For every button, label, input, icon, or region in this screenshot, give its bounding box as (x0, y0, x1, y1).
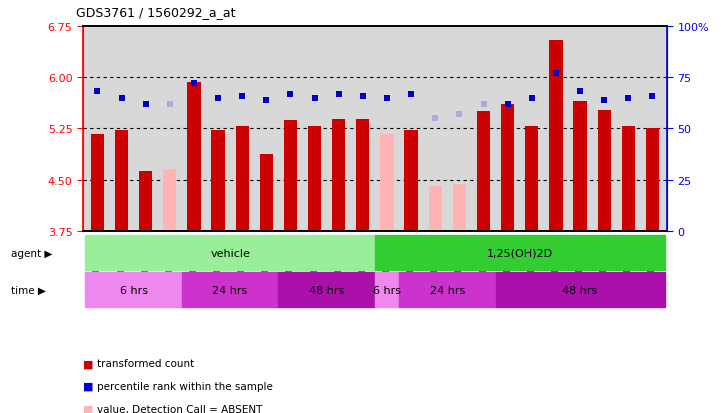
Bar (356, 120, 369, 231)
Bar (453, 184, 466, 231)
Bar (332, 120, 345, 231)
Text: 6 hrs: 6 hrs (373, 285, 401, 295)
Text: GDS3761 / 1560292_a_at: GDS3761 / 1560292_a_at (76, 6, 235, 19)
Bar (428, 187, 442, 231)
Bar (85, 273, 182, 308)
Text: 48 hrs: 48 hrs (562, 285, 598, 295)
Bar (163, 170, 177, 231)
Bar (646, 129, 659, 231)
Bar (525, 127, 539, 231)
Bar (182, 273, 278, 308)
Bar (139, 171, 152, 231)
Bar (115, 131, 128, 231)
Bar (549, 40, 562, 231)
Bar (381, 135, 394, 231)
Bar (501, 105, 514, 231)
Bar (278, 273, 375, 308)
Text: 48 hrs: 48 hrs (309, 285, 345, 295)
Bar (308, 127, 322, 231)
Text: ■: ■ (83, 381, 94, 391)
Bar (260, 155, 273, 231)
Bar (375, 235, 665, 271)
Bar (477, 112, 490, 231)
Bar (404, 131, 417, 231)
Bar (495, 273, 665, 308)
Text: ■: ■ (83, 358, 94, 368)
Bar (284, 121, 297, 231)
Text: 24 hrs: 24 hrs (430, 285, 465, 295)
Bar (187, 83, 200, 231)
Bar (85, 235, 375, 271)
Text: percentile rank within the sample: percentile rank within the sample (97, 381, 273, 391)
Bar (375, 273, 399, 308)
Bar (91, 135, 104, 231)
Text: ■: ■ (83, 404, 94, 413)
Text: 6 hrs: 6 hrs (120, 285, 148, 295)
Bar (236, 127, 249, 231)
Bar (399, 273, 495, 308)
Text: value, Detection Call = ABSENT: value, Detection Call = ABSENT (97, 404, 262, 413)
Text: 24 hrs: 24 hrs (213, 285, 248, 295)
Bar (598, 111, 611, 231)
Text: vehicle: vehicle (211, 248, 250, 258)
Bar (573, 102, 587, 231)
Bar (622, 127, 635, 231)
Text: transformed count: transformed count (97, 358, 195, 368)
Bar (211, 131, 225, 231)
Text: agent ▶: agent ▶ (11, 248, 52, 258)
Text: time ▶: time ▶ (11, 285, 45, 295)
Text: 1,25(OH)2D: 1,25(OH)2D (487, 248, 553, 258)
